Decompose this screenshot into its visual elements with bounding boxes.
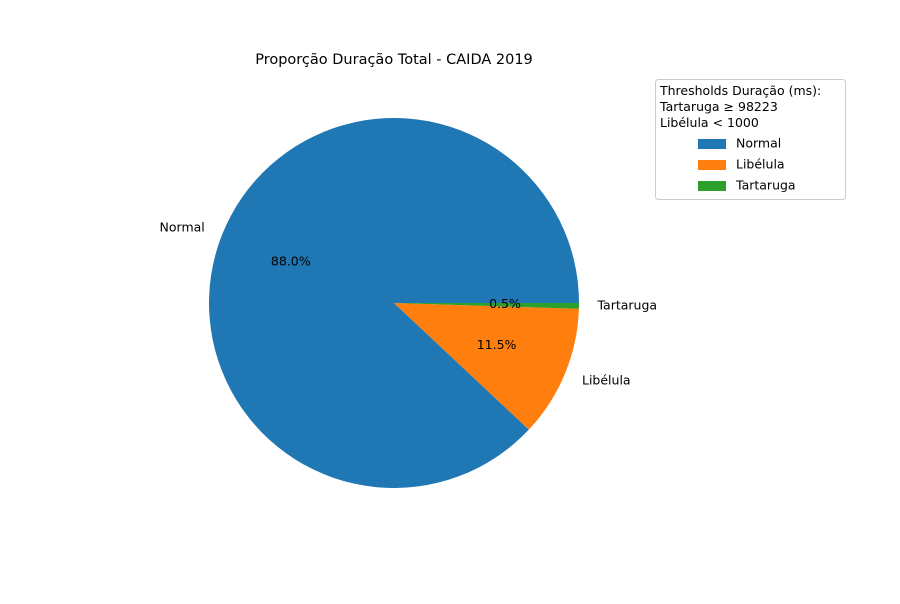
slice-percent-tartaruga: 0.5% xyxy=(489,296,521,311)
legend-swatch-normal xyxy=(698,139,726,149)
pie-slice-normal xyxy=(209,117,580,488)
legend-label-tartaruga: Tartaruga xyxy=(735,178,796,193)
legend-title-line-1: Thresholds Duração (ms): xyxy=(659,83,821,98)
slice-percent-normal: 88.0% xyxy=(271,254,311,269)
legend-swatch-libelula xyxy=(698,160,726,170)
legend: Thresholds Duração (ms): Tartaruga ≥ 982… xyxy=(655,79,846,200)
slice-label-libelula: Libélula xyxy=(582,372,631,387)
slice-percent-libelula: 11.5% xyxy=(477,337,517,352)
legend-title-line-3: Libélula < 1000 xyxy=(660,115,759,130)
chart-title: Proporção Duração Total - CAIDA 2019 xyxy=(255,52,533,68)
legend-swatch-tartaruga xyxy=(698,181,726,191)
legend-entries: Normal Libélula Tartaruga xyxy=(698,136,796,193)
legend-title-line-2: Tartaruga ≥ 98223 xyxy=(659,99,778,114)
pie-slices xyxy=(209,117,580,488)
pie-slice-tartaruga xyxy=(394,303,579,309)
pie-slice-libelula xyxy=(394,303,579,430)
legend-label-normal: Normal xyxy=(736,136,781,151)
pie-labels: Normal 88.0% Libélula 11.5% Tartaruga 0.5% xyxy=(160,220,658,388)
legend-label-libelula: Libélula xyxy=(736,157,785,172)
slice-label-tartaruga: Tartaruga xyxy=(596,298,657,313)
slice-label-normal: Normal xyxy=(160,220,205,235)
